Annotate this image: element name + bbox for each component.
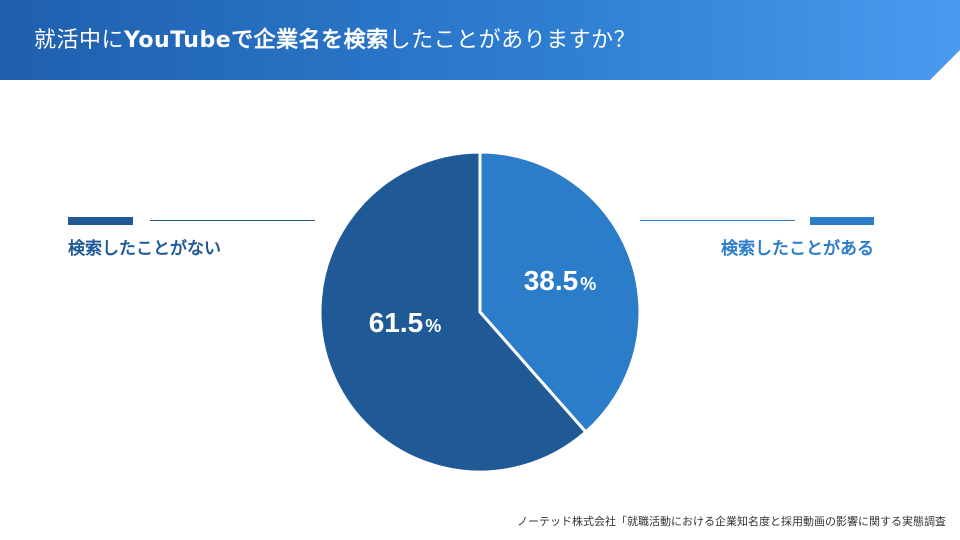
title-bold: YouTubeで企業名を検索 [124,28,389,53]
legend-line-no [150,220,315,221]
legend-swatch-no [68,217,133,225]
legend-line-yes [640,220,795,221]
pie-slice-yes [478,150,642,434]
title-banner: 就活中にYouTubeで企業名を検索したことがありますか？ [0,0,960,80]
slice-value-label-no: 61.5% [369,307,442,338]
legend-swatch-yes [810,217,874,225]
pie-slice-no [318,150,588,474]
legend-label-no: 検索したことがない [68,239,221,259]
source-note: ノーテッド株式会社「就職活動における企業知名度と採用動画の影響に関する実態調査 [517,515,946,528]
legend-label-yes: 検索したことがある [721,239,874,259]
page-title: 就活中にYouTubeで企業名を検索したことがありますか？ [34,26,636,56]
slice-value-label-yes: 38.5% [524,265,597,296]
title-pre: 就活中に [34,28,125,53]
title-post: したことがありますか？ [388,28,637,53]
